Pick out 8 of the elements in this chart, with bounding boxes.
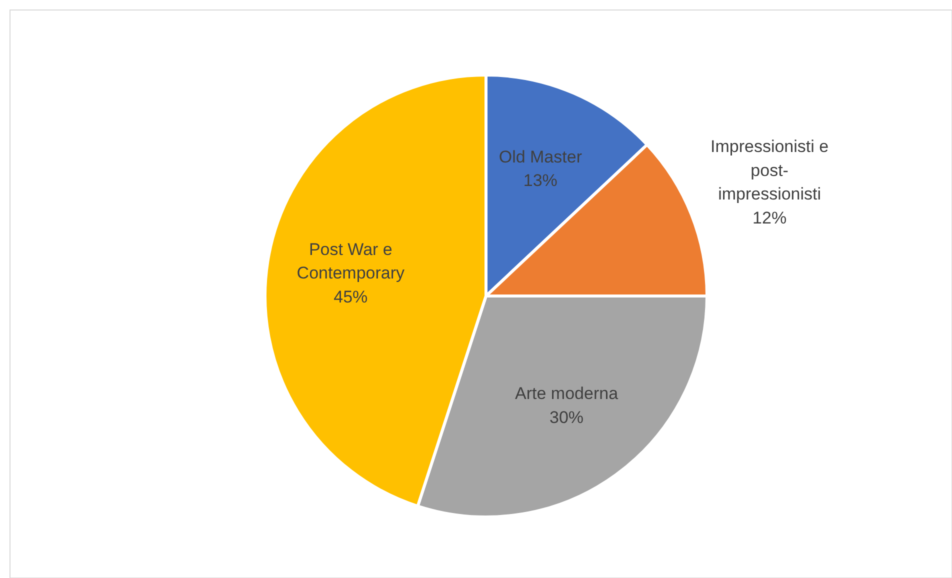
data-label: 13% xyxy=(523,172,558,191)
slice-label: Post War e Contemporary xyxy=(296,240,406,284)
data-label: 30% xyxy=(550,408,584,428)
slice-label: Impressionisti e post-impressionisti xyxy=(710,138,829,204)
data-label: 45% xyxy=(334,288,368,307)
data-label: 12% xyxy=(752,208,787,228)
slice-label: Arte moderna xyxy=(515,384,619,404)
slice-label: Old Master xyxy=(498,148,582,167)
